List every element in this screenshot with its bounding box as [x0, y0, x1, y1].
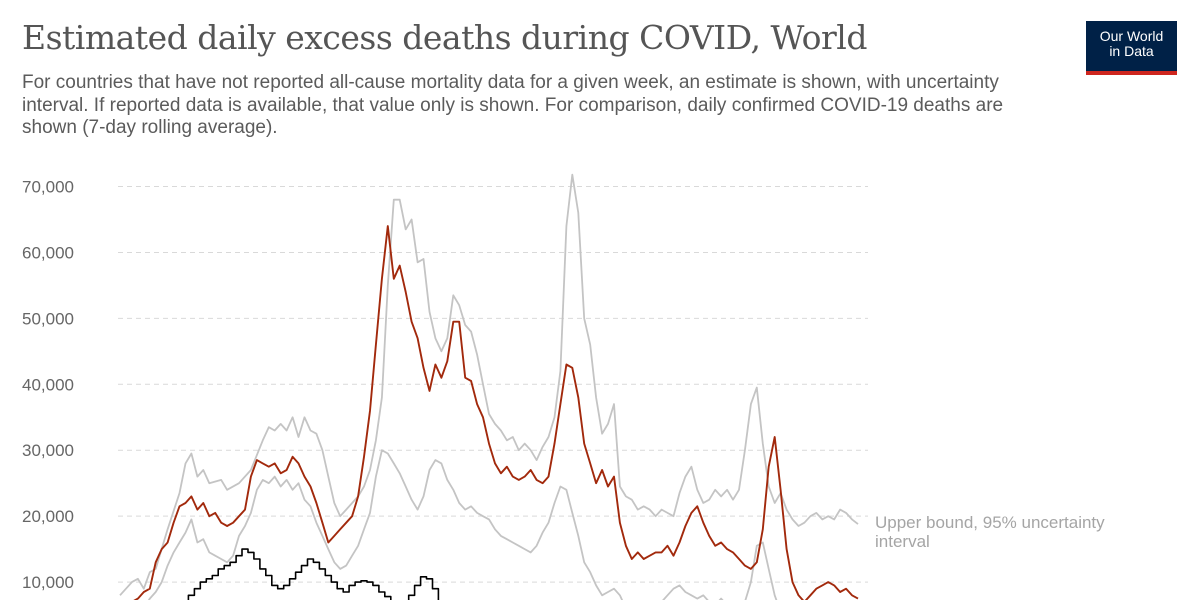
logo-line-1: Our World — [1099, 28, 1164, 44]
series-lines — [119, 173, 859, 600]
y-tick-label: 20,000 — [22, 507, 74, 526]
series-line-upper — [119, 173, 859, 596]
series-line-confirmed — [187, 548, 440, 600]
chart-title: Estimated daily excess deaths during COV… — [22, 18, 867, 57]
annotation-label: interval — [875, 532, 930, 551]
y-tick-label: 10,000 — [22, 573, 74, 592]
series-line-lower — [147, 449, 778, 600]
annotation-label: Upper bound, 95% uncertainty — [875, 513, 1105, 532]
logo-line-2: in Data — [1109, 43, 1154, 59]
owid-logo[interactable]: Our World in Data — [1086, 21, 1177, 75]
y-tick-label: 70,000 — [22, 178, 74, 197]
y-tick-label: 30,000 — [22, 441, 74, 460]
chart-subtitle: For countries that have not reported all… — [22, 72, 1004, 138]
y-tick-label: 50,000 — [22, 309, 74, 328]
series-line-central — [133, 225, 859, 600]
y-tick-label: 60,000 — [22, 243, 74, 262]
y-tick-label: 40,000 — [22, 375, 74, 394]
y-axis-ticks: 10,000 20,000 30,000 40,000 50,000 60,000 70,0… — [22, 178, 74, 593]
gridlines — [118, 186, 868, 583]
